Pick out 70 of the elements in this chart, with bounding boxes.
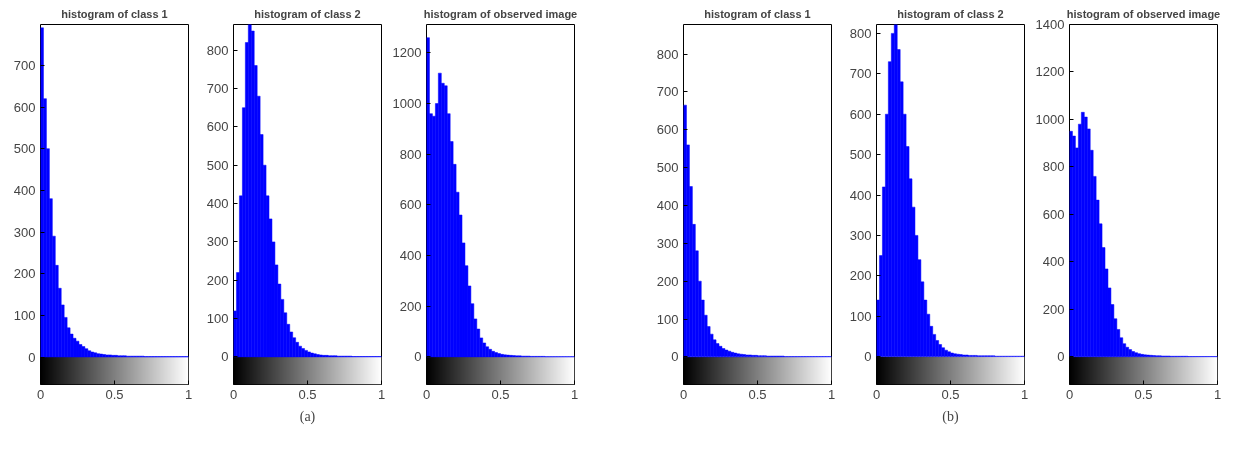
chart-title: histogram of observed image [1066, 7, 1221, 20]
y-tick-label: 200 [206, 272, 229, 288]
y-tick-label: 600 [1042, 206, 1065, 222]
x-tick-label: 0.5 [748, 386, 767, 402]
y-tick-label: 0 [221, 349, 229, 365]
y-tick-label: 0 [1057, 349, 1065, 365]
y-tick-label: 400 [13, 182, 36, 198]
y-tick-label: 100 [849, 308, 872, 324]
y-tick-label: 1000 [392, 96, 422, 112]
y-tick-label: 600 [656, 122, 679, 138]
x-tick-label: 1 [1213, 386, 1222, 402]
chart-title: histogram of observed image [423, 7, 578, 20]
y-tick-label: 500 [656, 160, 679, 176]
y-tick-label: 300 [849, 227, 872, 243]
text: (a) [299, 408, 316, 425]
x-tick-label: 1 [184, 386, 193, 402]
y-tick-label: 600 [206, 119, 229, 135]
y-tick-label: 0 [414, 349, 422, 365]
chart-title: histogram of class 1 [61, 7, 168, 20]
y-tick-label: 100 [13, 307, 36, 323]
y-tick-label: 800 [206, 42, 229, 58]
y-tick-label: 200 [849, 268, 872, 284]
y-tick-label: 700 [849, 66, 872, 82]
y-tick-label: 300 [206, 234, 229, 250]
y-tick-label: 300 [13, 224, 36, 240]
y-tick-label: 0 [28, 349, 36, 365]
x-tick-label: 0.5 [941, 386, 960, 402]
y-tick-label: 1400 [1035, 17, 1065, 32]
y-tick-label: 1000 [1035, 111, 1065, 127]
x-tick-label: 1 [570, 386, 579, 402]
y-tick-label: 500 [13, 141, 36, 157]
x-tick-label: 0.5 [105, 386, 124, 402]
chart-title: histogram of class 2 [897, 7, 1004, 20]
x-tick-label: 1 [377, 386, 386, 402]
y-tick-label: 800 [849, 25, 872, 41]
y-tick-label: 400 [849, 187, 872, 203]
text: (b) [942, 408, 959, 425]
y-tick-label: 0 [864, 349, 872, 365]
y-tick-label: 300 [656, 235, 679, 251]
y-tick-label: 200 [399, 298, 422, 314]
y-tick-label: 700 [13, 57, 36, 73]
x-tick-label: 0.5 [491, 386, 510, 402]
y-tick-label: 400 [656, 197, 679, 213]
chart-title: histogram of class 2 [254, 7, 361, 20]
y-tick-label: 0 [671, 349, 679, 365]
x-tick-label: 0.5 [298, 386, 317, 402]
y-tick-label: 400 [206, 196, 229, 212]
y-tick-label: 200 [1042, 301, 1065, 317]
y-tick-label: 600 [13, 99, 36, 115]
y-tick-label: 700 [206, 81, 229, 97]
y-tick-label: 100 [656, 311, 679, 327]
y-tick-label: 400 [399, 248, 422, 264]
x-tick-label: 1 [827, 386, 836, 402]
y-tick-label: 500 [206, 157, 229, 173]
y-tick-label: 400 [1042, 254, 1065, 270]
y-tick-label: 700 [656, 84, 679, 100]
y-tick-label: 600 [399, 197, 422, 213]
x-tick-label: 0.5 [1134, 386, 1153, 402]
y-tick-label: 800 [1042, 159, 1065, 175]
chart-title: histogram of class 1 [704, 7, 811, 20]
y-tick-label: 1200 [1035, 64, 1065, 80]
y-tick-label: 600 [849, 106, 872, 122]
y-tick-label: 500 [849, 147, 872, 163]
y-tick-label: 100 [206, 311, 229, 327]
y-tick-label: 200 [13, 266, 36, 282]
y-tick-label: 800 [399, 146, 422, 162]
y-tick-label: 800 [656, 46, 679, 62]
y-tick-label: 1200 [392, 45, 422, 61]
x-tick-label: 1 [1020, 386, 1029, 402]
y-tick-label: 200 [656, 273, 679, 289]
